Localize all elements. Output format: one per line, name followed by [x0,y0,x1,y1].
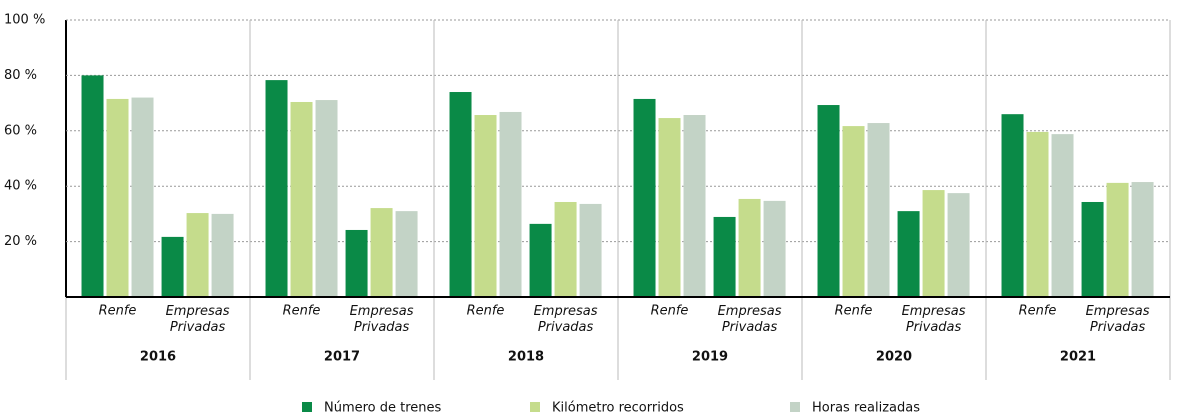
bar [529,223,552,297]
bar [315,100,338,297]
y-tick-label: 40 % [4,179,37,194]
bar [1081,201,1104,297]
bar [867,123,890,297]
bar [290,101,313,297]
bar [499,111,522,298]
group-label: 2016 [140,350,176,365]
bar [211,213,234,297]
bar [1051,134,1074,297]
bar [579,203,602,297]
y-tick-label: 20 % [4,234,37,249]
bar [370,208,393,297]
bar [817,105,840,297]
x-tick-label: Empresas Privadas [902,304,966,335]
x-tick-label: Renfe [283,304,321,319]
legend-label: Horas realizadas [812,401,920,415]
bar [763,200,786,297]
bar [449,92,472,298]
bar [658,118,681,297]
y-tick-label: 100 % [4,13,45,28]
group-label: 2021 [1060,350,1096,365]
bar [106,98,129,297]
y-tick-label: 60 % [4,123,37,138]
bar [161,236,184,297]
group-label: 2018 [508,350,544,365]
x-tick-label: Renfe [99,304,137,319]
x-tick-label: Renfe [467,304,505,319]
legend-label: Kilómetro recorridos [552,401,684,415]
x-tick-label: Renfe [1019,304,1057,319]
group-label: 2017 [324,350,360,365]
bar [395,211,418,297]
bar [713,216,736,297]
bar [1001,114,1024,298]
legend-label: Número de trenes [324,401,442,415]
x-tick-label: Renfe [651,304,689,319]
bar [265,80,288,297]
group-label: 2020 [876,350,912,365]
x-tick-label: Empresas Privadas [1086,304,1150,335]
bar [345,229,368,297]
bar [683,115,706,297]
bar [554,201,577,297]
bar [1026,131,1049,297]
bar [633,98,656,297]
x-tick-label: Empresas Privadas [166,304,230,335]
bar [474,115,497,297]
bar [81,75,104,298]
bar [1106,182,1129,297]
x-tick-label: Empresas Privadas [534,304,598,335]
bar [1131,182,1154,297]
bar [897,211,920,297]
legend-swatch [302,402,312,412]
y-tick-label: 80 % [4,68,37,83]
bar [131,97,154,297]
bar [947,193,970,297]
bar [922,190,945,297]
bar [738,198,761,297]
bar [842,126,865,297]
legend-swatch [790,402,800,412]
legend-swatch [530,402,540,412]
x-tick-label: Empresas Privadas [350,304,414,335]
x-tick-label: Renfe [835,304,873,319]
x-tick-label: Empresas Privadas [718,304,782,335]
group-label: 2019 [692,350,728,365]
bar [186,213,209,297]
